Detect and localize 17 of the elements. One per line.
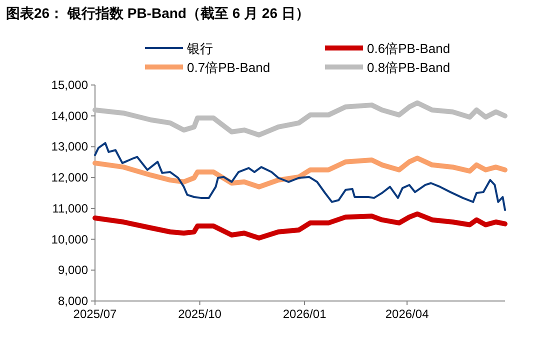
x-tick-label: 2025/07 (73, 307, 118, 321)
legend-label: 银行 (186, 41, 213, 56)
legend-label: 0.7倍PB-Band (187, 60, 270, 75)
legend-label: 0.6倍PB-Band (367, 41, 450, 56)
y-tick-label: 12,000 (51, 170, 88, 185)
y-tick-label: 15,000 (51, 78, 88, 92)
x-tick-label: 2026/01 (282, 307, 327, 321)
y-tick-label: 10,000 (51, 232, 88, 246)
y-tick-label: 11,000 (52, 201, 88, 216)
legend-label: 0.8倍PB-Band (367, 60, 450, 75)
x-tick-label: 2025/10 (178, 307, 222, 321)
y-tick-label: 9,000 (58, 263, 88, 278)
chart-title: 图表26： 银行指数 PB-Band（截至 6 月 26 日） (6, 5, 310, 21)
y-tick-label: 8,000 (58, 294, 88, 308)
y-tick-label: 14,000 (51, 108, 88, 123)
y-tick-label: 13,000 (51, 140, 88, 154)
x-tick-label: 2026/04 (385, 307, 430, 321)
